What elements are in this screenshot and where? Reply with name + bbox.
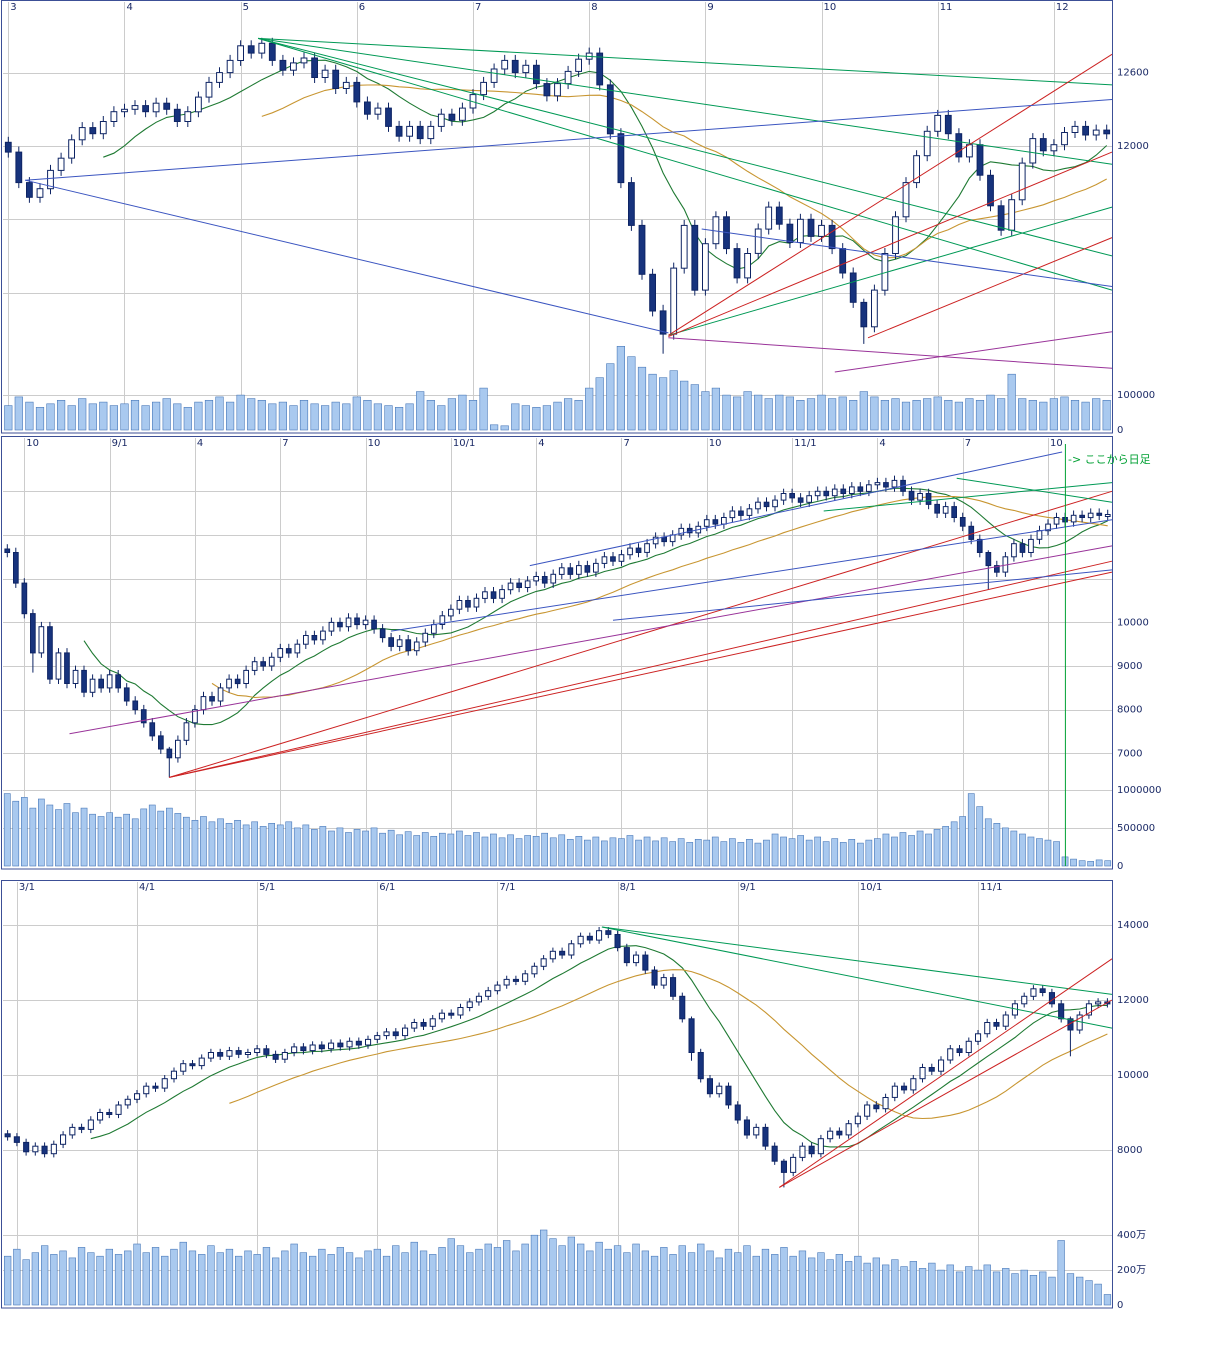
svg-text:4: 4 <box>127 2 133 13</box>
trendlines <box>69 451 1113 778</box>
svg-text:100000: 100000 <box>1117 390 1155 401</box>
gridlines <box>3 2 1112 430</box>
svg-text:8000: 8000 <box>1117 1145 1142 1156</box>
svg-text:7: 7 <box>965 438 971 449</box>
svg-text:400万: 400万 <box>1117 1230 1146 1241</box>
gridlines <box>3 438 1112 866</box>
svg-text:8: 8 <box>591 2 597 13</box>
volume-bars <box>4 1229 1112 1306</box>
svg-text:8/1: 8/1 <box>620 882 636 893</box>
svg-text:5/1: 5/1 <box>259 882 275 893</box>
svg-text:11: 11 <box>940 2 953 13</box>
svg-text:500000: 500000 <box>1117 823 1155 834</box>
axis-labels: 3/1 4/1 5/1 6/1 7/1 8/1 9/1 10/1 11/1 14000 12000 1… <box>19 882 1149 1311</box>
svg-text:6: 6 <box>359 2 365 13</box>
moving-average-short <box>90 945 1108 1148</box>
candlestick-chart-weekly-middle: 10 9/1 4 7 10 10/1 4 7 10 11/1 4 7 10 10000 9000 8000 70… <box>0 436 1205 880</box>
svg-text:12000: 12000 <box>1117 995 1149 1006</box>
svg-text:7/1: 7/1 <box>499 882 515 893</box>
svg-text:10/1: 10/1 <box>860 882 882 893</box>
svg-text:5: 5 <box>243 2 249 13</box>
candles <box>4 475 1111 778</box>
svg-text:4: 4 <box>197 438 203 449</box>
svg-text:10: 10 <box>26 438 39 449</box>
svg-text:200万: 200万 <box>1117 1265 1146 1276</box>
trendlines <box>601 926 1113 1188</box>
panel-background <box>0 436 1205 880</box>
svg-text:0: 0 <box>1117 425 1123 436</box>
svg-text:11/1: 11/1 <box>794 438 816 449</box>
panel-border <box>1 436 1113 870</box>
axis-labels: 10 9/1 4 7 10 10/1 4 7 10 11/1 4 7 10 10000 9000 8000 70… <box>26 438 1161 872</box>
svg-text:7000: 7000 <box>1117 748 1142 759</box>
svg-text:1000000: 1000000 <box>1117 785 1162 796</box>
moving-average-long <box>211 496 1108 699</box>
svg-text:10000: 10000 <box>1117 1070 1149 1081</box>
svg-text:10: 10 <box>368 438 381 449</box>
candlestick-chart-daily-top: 3 4 5 6 7 8 9 10 11 12 12600 12000 100000 0 <box>0 0 1205 436</box>
svg-text:12: 12 <box>1056 2 1069 13</box>
svg-text:7: 7 <box>475 2 481 13</box>
svg-text:9000: 9000 <box>1117 661 1142 672</box>
svg-text:0: 0 <box>1117 861 1123 872</box>
annotation-daily-starts-here: -> ここから日足 <box>1068 453 1151 466</box>
moving-average-long <box>261 84 1107 259</box>
svg-text:6/1: 6/1 <box>379 882 395 893</box>
svg-text:10: 10 <box>1050 438 1063 449</box>
volume-bars <box>4 345 1111 431</box>
panel-border <box>1 0 1113 434</box>
svg-text:10000: 10000 <box>1117 617 1149 628</box>
candles <box>4 927 1111 1188</box>
svg-text:12000: 12000 <box>1117 141 1149 152</box>
panel-border <box>1 880 1113 1309</box>
svg-text:4: 4 <box>879 438 885 449</box>
svg-text:8000: 8000 <box>1117 705 1142 716</box>
svg-text:4: 4 <box>538 438 544 449</box>
volume-bars <box>3 793 1112 867</box>
svg-text:0: 0 <box>1117 1300 1123 1311</box>
svg-text:3: 3 <box>10 2 16 13</box>
svg-text:7: 7 <box>282 438 288 449</box>
gridlines <box>3 882 1112 1305</box>
svg-text:10: 10 <box>709 438 722 449</box>
axis-labels: 3 4 5 6 7 8 9 10 11 12 12600 12000 100000 0 <box>10 2 1155 436</box>
svg-text:4/1: 4/1 <box>139 882 155 893</box>
svg-text:9/1: 9/1 <box>112 438 128 449</box>
svg-text:10/1: 10/1 <box>453 438 475 449</box>
svg-text:7: 7 <box>624 438 630 449</box>
moving-average-short <box>103 59 1108 270</box>
candlestick-chart-bottom: 3/1 4/1 5/1 6/1 7/1 8/1 9/1 10/1 11/1 14000 12000 1… <box>0 880 1205 1354</box>
svg-text:14000: 14000 <box>1117 920 1149 931</box>
svg-text:11/1: 11/1 <box>980 882 1002 893</box>
moving-average-long <box>229 969 1108 1120</box>
svg-text:9: 9 <box>707 2 713 13</box>
svg-text:12600: 12600 <box>1117 68 1149 79</box>
trendlines <box>25 37 1113 373</box>
candles <box>4 37 1111 354</box>
svg-text:9/1: 9/1 <box>740 882 756 893</box>
svg-text:3/1: 3/1 <box>19 882 35 893</box>
svg-text:10: 10 <box>824 2 837 13</box>
